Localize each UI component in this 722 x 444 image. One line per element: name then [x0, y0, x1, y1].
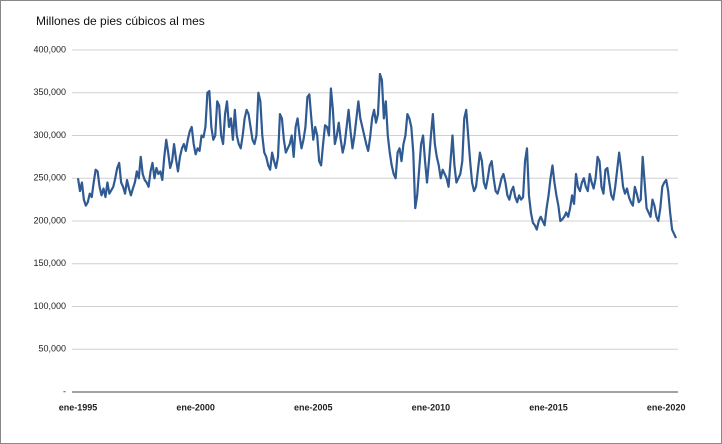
x-tick-label: ene-2010 — [412, 402, 451, 412]
y-tick-label: 300,000 — [33, 130, 66, 140]
x-tick-label: ene-2020 — [647, 402, 686, 412]
x-tick-label: ene-2005 — [294, 402, 333, 412]
y-tick-label: - — [63, 386, 66, 396]
x-tick-label: ene-1995 — [59, 402, 98, 412]
x-tick-label: ene-2015 — [529, 402, 568, 412]
y-tick-label: 50,000 — [38, 344, 66, 354]
y-tick-label: 100,000 — [33, 301, 66, 311]
y-tick-label: 400,000 — [33, 44, 66, 54]
data-line — [76, 72, 678, 239]
y-tick-label: 150,000 — [33, 258, 66, 268]
x-tick-label: ene-2000 — [176, 402, 215, 412]
y-tick-label: 250,000 — [33, 173, 66, 183]
chart-title: Millones de pies cúbicos al mes — [36, 14, 205, 28]
y-tick-label: 350,000 — [33, 87, 66, 97]
y-tick-label: 200,000 — [33, 215, 66, 225]
